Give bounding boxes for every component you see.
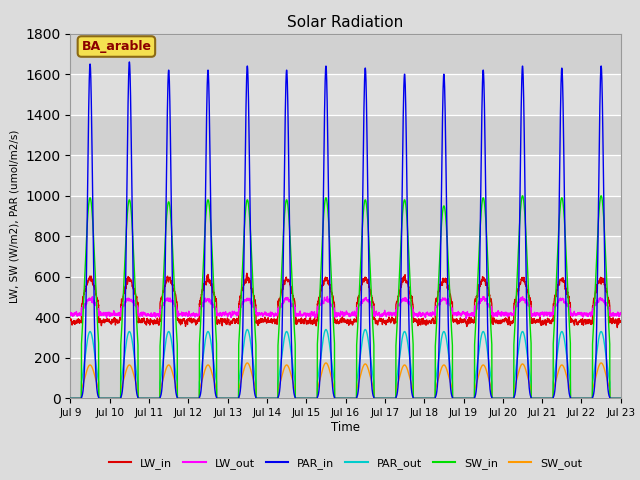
PAR_out: [383, 396, 391, 401]
Bar: [70, 115, 621, 155]
Title: Solar Radiation: Solar Radiation: [287, 15, 404, 30]
SW_in: [178, 396, 186, 401]
SW_out: [119, 380, 127, 385]
SW_in: [581, 396, 589, 401]
LW_in: [178, 320, 186, 325]
LW_out: [67, 311, 74, 316]
PAR_in: [125, 59, 133, 65]
PAR_out: [243, 326, 251, 332]
LW_in: [119, 294, 127, 300]
LW_in: [104, 317, 112, 323]
LW_out: [383, 311, 391, 317]
PAR_in: [104, 396, 112, 401]
PAR_out: [104, 396, 112, 401]
PAR_out: [617, 396, 625, 401]
LW_in: [614, 324, 621, 330]
SW_out: [383, 396, 391, 401]
LW_out: [104, 311, 112, 317]
Bar: [70, 74, 621, 115]
LW_out: [119, 303, 127, 309]
LW_out: [381, 310, 388, 316]
Bar: [70, 358, 621, 398]
SW_out: [581, 396, 589, 401]
SW_in: [104, 396, 112, 401]
Bar: [70, 277, 621, 317]
Bar: [70, 317, 621, 358]
LW_out: [617, 311, 625, 317]
Line: PAR_in: PAR_in: [70, 62, 621, 398]
LW_in: [617, 319, 625, 325]
Line: PAR_out: PAR_out: [70, 329, 621, 398]
PAR_out: [581, 396, 589, 401]
LW_out: [178, 312, 186, 317]
LW_in: [581, 317, 589, 323]
LW_out: [324, 294, 332, 300]
PAR_in: [381, 396, 388, 401]
PAR_in: [617, 396, 625, 401]
SW_in: [380, 396, 388, 401]
SW_in: [119, 301, 127, 307]
X-axis label: Time: Time: [331, 421, 360, 434]
Bar: [70, 155, 621, 196]
SW_out: [381, 396, 388, 401]
PAR_in: [383, 396, 391, 401]
PAR_in: [119, 382, 127, 388]
SW_out: [243, 360, 251, 366]
Bar: [70, 34, 621, 74]
LW_in: [67, 317, 74, 323]
PAR_out: [381, 396, 388, 401]
PAR_out: [178, 396, 186, 401]
LW_out: [581, 312, 589, 318]
SW_in: [67, 396, 74, 401]
Line: SW_in: SW_in: [70, 196, 621, 398]
PAR_out: [119, 366, 127, 372]
SW_in: [383, 396, 391, 401]
LW_in: [381, 320, 388, 326]
PAR_in: [581, 396, 589, 401]
PAR_out: [67, 396, 74, 401]
SW_out: [67, 396, 74, 401]
SW_out: [104, 396, 112, 401]
SW_in: [617, 396, 625, 401]
SW_in: [597, 193, 605, 199]
Line: SW_out: SW_out: [70, 363, 621, 398]
Line: LW_in: LW_in: [70, 273, 621, 327]
Text: BA_arable: BA_arable: [81, 40, 152, 53]
Y-axis label: LW, SW (W/m2), PAR (umol/m2/s): LW, SW (W/m2), PAR (umol/m2/s): [10, 129, 20, 303]
Bar: [70, 236, 621, 277]
LW_out: [462, 316, 470, 322]
SW_out: [178, 396, 186, 401]
Line: LW_out: LW_out: [70, 297, 621, 319]
Bar: [70, 196, 621, 236]
PAR_in: [179, 396, 186, 401]
LW_in: [243, 270, 251, 276]
Legend: LW_in, LW_out, PAR_in, PAR_out, SW_in, SW_out: LW_in, LW_out, PAR_in, PAR_out, SW_in, S…: [105, 453, 586, 473]
PAR_in: [67, 396, 74, 401]
SW_out: [617, 396, 625, 401]
LW_in: [383, 318, 391, 324]
